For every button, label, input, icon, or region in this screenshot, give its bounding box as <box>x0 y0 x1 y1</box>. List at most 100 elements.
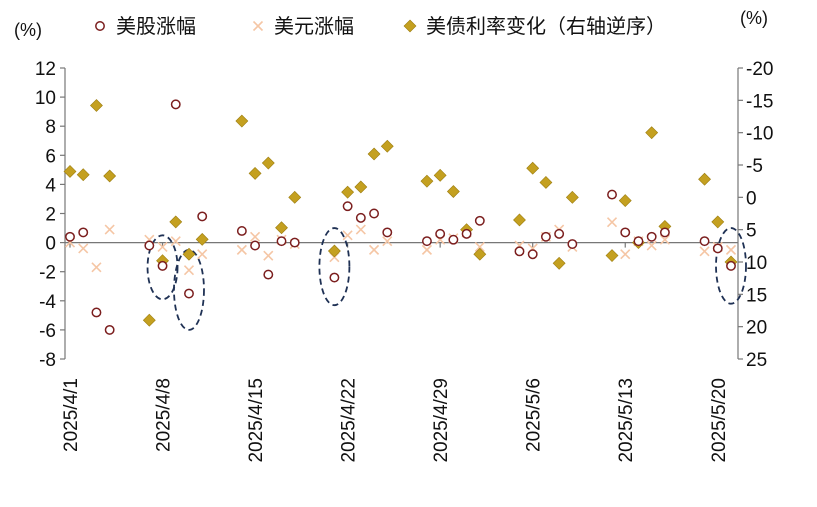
data-point <box>91 307 102 318</box>
data-point <box>354 180 368 194</box>
data-point <box>620 227 631 238</box>
data-point <box>250 231 261 242</box>
left-tick-label: -2 <box>39 263 56 284</box>
data-point <box>63 165 77 178</box>
data-point <box>448 234 459 245</box>
data-point <box>197 249 208 260</box>
legend-marker <box>95 21 105 31</box>
highlight-ellipses <box>146 227 747 331</box>
data-point <box>91 262 102 273</box>
data-point <box>261 156 275 170</box>
series-0 <box>65 99 736 335</box>
data-point <box>76 168 90 182</box>
right-tick-label: -10 <box>746 124 773 145</box>
data-point <box>726 260 736 271</box>
x-tick-label: 2025/4/15 <box>246 378 267 463</box>
data-point <box>368 244 380 255</box>
data-point <box>236 226 247 236</box>
x-tick-label: 2025/5/20 <box>709 378 730 463</box>
data-point <box>235 114 249 128</box>
legend-label: 美元涨幅 <box>274 14 354 38</box>
axes: 121086420-2-4-6-8-20-15-10-5051015202520… <box>35 59 774 463</box>
data-point <box>157 260 168 271</box>
left-tick-label: 6 <box>45 146 56 167</box>
data-point <box>90 99 103 112</box>
data-point <box>170 236 181 247</box>
data-point <box>248 166 262 180</box>
data-point <box>527 249 538 260</box>
data-point <box>474 215 485 226</box>
data-point <box>329 272 340 283</box>
x-tick-label: 2025/5/13 <box>616 378 637 463</box>
legend-label: 美股涨幅 <box>116 14 196 38</box>
x-tick-label: 2025/4/8 <box>154 378 175 452</box>
data-point <box>197 211 208 222</box>
right-tick-label: 25 <box>746 350 767 371</box>
data-point <box>659 234 670 245</box>
data-point <box>142 313 156 327</box>
data-point <box>421 244 433 255</box>
right-tick-label: 0 <box>746 188 757 209</box>
data-point <box>65 231 75 242</box>
data-point <box>195 232 209 246</box>
data-point <box>184 288 194 299</box>
data-point <box>540 231 551 242</box>
data-point <box>342 230 353 241</box>
legend: 美股涨幅 美元涨幅 美债利率变化（右轴逆序） <box>95 14 666 38</box>
right-tick-label: -15 <box>746 91 773 112</box>
highlight-ellipse <box>318 227 351 307</box>
data-point <box>182 247 196 261</box>
data-point <box>170 99 181 110</box>
data-point <box>288 190 302 204</box>
data-point <box>103 169 117 183</box>
data-point <box>659 227 670 238</box>
data-point <box>699 246 710 257</box>
data-point <box>435 228 446 239</box>
left-axis-unit: (%) <box>14 20 42 40</box>
data-point <box>526 161 540 175</box>
data-point <box>263 250 274 261</box>
data-point <box>711 215 725 229</box>
data-point <box>645 126 659 140</box>
data-point <box>514 246 525 257</box>
data-point <box>620 249 631 260</box>
data-point <box>461 228 472 239</box>
right-tick-label: 15 <box>746 285 767 306</box>
left-tick-label: -4 <box>39 292 56 313</box>
left-tick-label: 12 <box>35 59 56 80</box>
data-points <box>63 99 738 335</box>
data-point <box>250 240 261 251</box>
data-point <box>554 228 565 239</box>
left-tick-label: 10 <box>35 88 56 109</box>
x-tick-label: 2025/4/22 <box>339 378 360 463</box>
left-tick-label: 4 <box>45 175 56 196</box>
x-tick-label: 2025/4/29 <box>431 378 452 463</box>
data-point <box>552 256 566 270</box>
data-point <box>433 168 447 182</box>
data-point <box>183 265 195 276</box>
data-point <box>169 215 183 229</box>
data-point <box>342 201 353 212</box>
highlight-ellipse <box>146 234 179 301</box>
data-point <box>275 221 288 235</box>
data-point <box>474 241 485 253</box>
data-point <box>78 227 89 238</box>
data-point <box>327 244 341 258</box>
data-point <box>263 269 274 280</box>
data-point <box>646 240 657 251</box>
data-point <box>446 185 460 198</box>
data-point <box>567 239 578 250</box>
data-point <box>380 139 394 153</box>
right-tick-label: 10 <box>746 253 767 274</box>
data-point <box>355 212 366 223</box>
data-point <box>539 176 553 189</box>
highlight-ellipse <box>715 227 747 305</box>
data-point <box>513 213 526 227</box>
data-point <box>646 231 657 242</box>
data-point <box>289 237 300 248</box>
left-tick-label: -8 <box>39 350 56 371</box>
data-point <box>725 244 737 255</box>
right-tick-label: 5 <box>746 221 757 242</box>
series-2 <box>63 99 738 327</box>
